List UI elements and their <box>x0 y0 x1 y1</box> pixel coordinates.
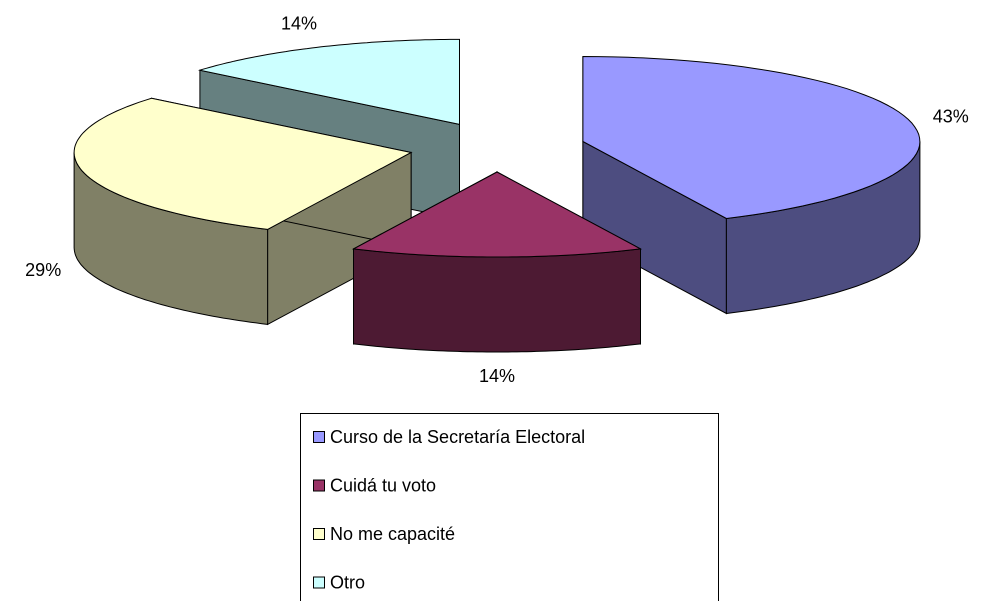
pie <box>73 38 921 353</box>
data-label: 43% <box>933 106 969 126</box>
data-label: 29% <box>25 260 61 280</box>
legend: Curso de la Secretaría Electoral Cuidá tu… <box>300 413 719 601</box>
legend-swatch <box>313 431 325 443</box>
slice-wall <box>353 248 641 353</box>
slice <box>73 97 413 230</box>
legend-label: Curso de la Secretaría Electoral <box>330 427 585 447</box>
legend-label: Otro <box>330 572 365 592</box>
data-label: 14% <box>479 366 515 386</box>
legend-swatch <box>313 479 325 492</box>
legend-swatch <box>313 528 325 540</box>
legend-label: No me capacité <box>330 524 455 544</box>
data-label: 14% <box>281 14 317 34</box>
legend-swatch <box>313 576 325 589</box>
legend-label: Cuidá tu voto <box>330 475 436 495</box>
legend-box <box>300 413 719 601</box>
slice <box>197 38 460 126</box>
slice <box>582 55 921 220</box>
slice <box>351 171 643 258</box>
